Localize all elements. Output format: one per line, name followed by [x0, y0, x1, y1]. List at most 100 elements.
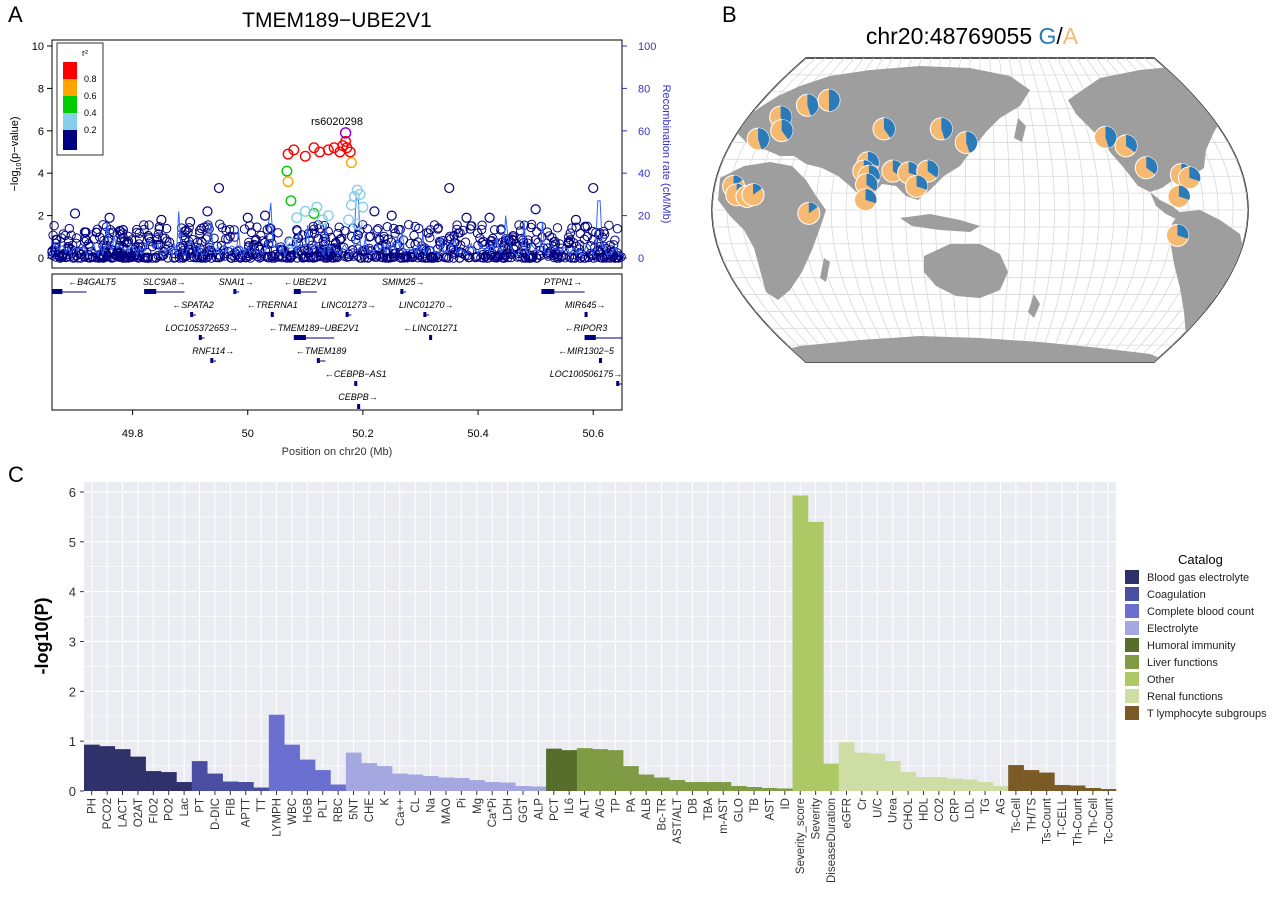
xtick-label: Cr	[857, 798, 869, 810]
xtick-label: K	[379, 798, 391, 806]
snp-point	[334, 222, 344, 232]
bar-xaxis: PH PCO2 LACT O2AT FIO2 PO2 Lac PT D-DIC FIB APTT TT…	[87, 791, 1115, 883]
bar-legend-title: Catalog	[1178, 552, 1223, 567]
xtick-label: CHE	[364, 798, 376, 823]
y2tick-label: 20	[638, 211, 650, 223]
gene-label: ←B4GALT5	[68, 277, 117, 287]
snp-point	[202, 206, 213, 217]
bar	[946, 778, 963, 791]
legend-swatch	[1125, 655, 1139, 669]
lead-snp-label: rs6020298	[311, 116, 363, 128]
r2-label-02: 0.2	[84, 125, 97, 135]
snp-point	[118, 242, 128, 252]
xtick-label: DB	[687, 798, 699, 814]
recombination-rate-line	[51, 198, 624, 258]
xtick-label: Ts-Count	[1042, 797, 1054, 844]
snp-point	[281, 253, 292, 263]
snp-point	[445, 231, 455, 242]
snp-point	[382, 253, 392, 263]
population-pie	[741, 183, 765, 207]
bar	[407, 774, 424, 791]
gene-exon	[345, 312, 349, 317]
population-pie	[746, 127, 770, 151]
bar	[777, 788, 793, 791]
snp-point	[374, 234, 384, 244]
pie-slice-g	[753, 183, 762, 195]
snp-point	[371, 250, 382, 260]
bar	[84, 744, 100, 791]
snp-point	[153, 229, 164, 239]
snp-point	[378, 252, 388, 263]
snp-point	[327, 249, 337, 259]
legend-swatch	[1125, 672, 1139, 686]
snp-point	[610, 253, 620, 263]
snp-point	[139, 220, 149, 230]
pie-slice-g	[828, 89, 840, 112]
bar	[284, 744, 300, 791]
snp-point	[353, 230, 363, 240]
snp-point	[480, 251, 491, 261]
landmass-japan	[1014, 118, 1026, 142]
snp-point	[198, 251, 209, 261]
panel-label-c: C	[8, 462, 24, 487]
xtick-label: CRP	[949, 798, 961, 823]
snp-point	[64, 223, 75, 234]
snp-point	[486, 236, 496, 246]
panel-label-b: B	[722, 2, 737, 27]
snp-point	[69, 208, 81, 219]
snp-point	[196, 223, 207, 234]
snp-point	[47, 250, 57, 261]
snp-point	[57, 251, 67, 261]
snp-point	[79, 227, 90, 237]
snp-point	[262, 244, 272, 255]
snp-point	[605, 240, 615, 250]
legend-label: Electrolyte	[1147, 623, 1198, 635]
bar	[376, 766, 393, 791]
population-pie	[770, 119, 794, 143]
snp-point	[440, 253, 451, 263]
gene-label: LINC01270→	[399, 300, 454, 310]
snp-point	[221, 234, 231, 244]
snp-point	[414, 223, 424, 234]
snp-point	[192, 237, 203, 248]
bar	[392, 773, 408, 791]
snp-point	[520, 253, 531, 263]
snp-point	[489, 252, 499, 263]
plot-a-y2axis: 0 20 40 60 80 100	[622, 41, 656, 265]
xtick-label: DiseaseDuration	[826, 798, 838, 883]
ytick-label: 1	[69, 734, 76, 749]
ld-snp-point	[311, 201, 323, 213]
gene-exon	[423, 312, 427, 317]
snp-point	[506, 252, 516, 263]
snp-point	[533, 237, 543, 248]
snp-point	[444, 233, 454, 243]
pie-slice-g	[865, 188, 877, 204]
r2-legend: r² 0.8 0.6 0.4 0.2	[56, 42, 104, 156]
snp-point	[145, 236, 156, 247]
gene-label: PTPN1→	[544, 277, 582, 287]
snp-point	[266, 223, 276, 234]
snp-point	[477, 220, 487, 230]
snp-point	[410, 239, 420, 250]
bar	[268, 714, 285, 791]
snp-point	[96, 250, 106, 260]
bar	[684, 782, 701, 791]
snp-point	[98, 241, 108, 251]
snp-point	[303, 245, 313, 256]
snp-point	[545, 246, 556, 256]
gene-label: ←SPATA2	[172, 300, 214, 310]
plot-a-y2label: Recombination rate (cM/Mb)	[660, 85, 672, 224]
xtick-label: LDL	[965, 797, 977, 819]
snp-point	[140, 253, 150, 263]
snp-point	[595, 247, 605, 257]
snp-point	[389, 223, 399, 234]
xtick-label: MAO	[441, 798, 453, 824]
population-pie	[1167, 184, 1191, 208]
bar	[715, 782, 732, 791]
y2tick-label: 100	[638, 41, 656, 53]
y2tick-label: 80	[638, 83, 650, 95]
snp-point	[161, 223, 172, 234]
y2tick-label: 40	[638, 168, 650, 180]
gene-label: ←UBE2V1	[284, 277, 328, 287]
r2-label-06: 0.6	[84, 91, 97, 101]
